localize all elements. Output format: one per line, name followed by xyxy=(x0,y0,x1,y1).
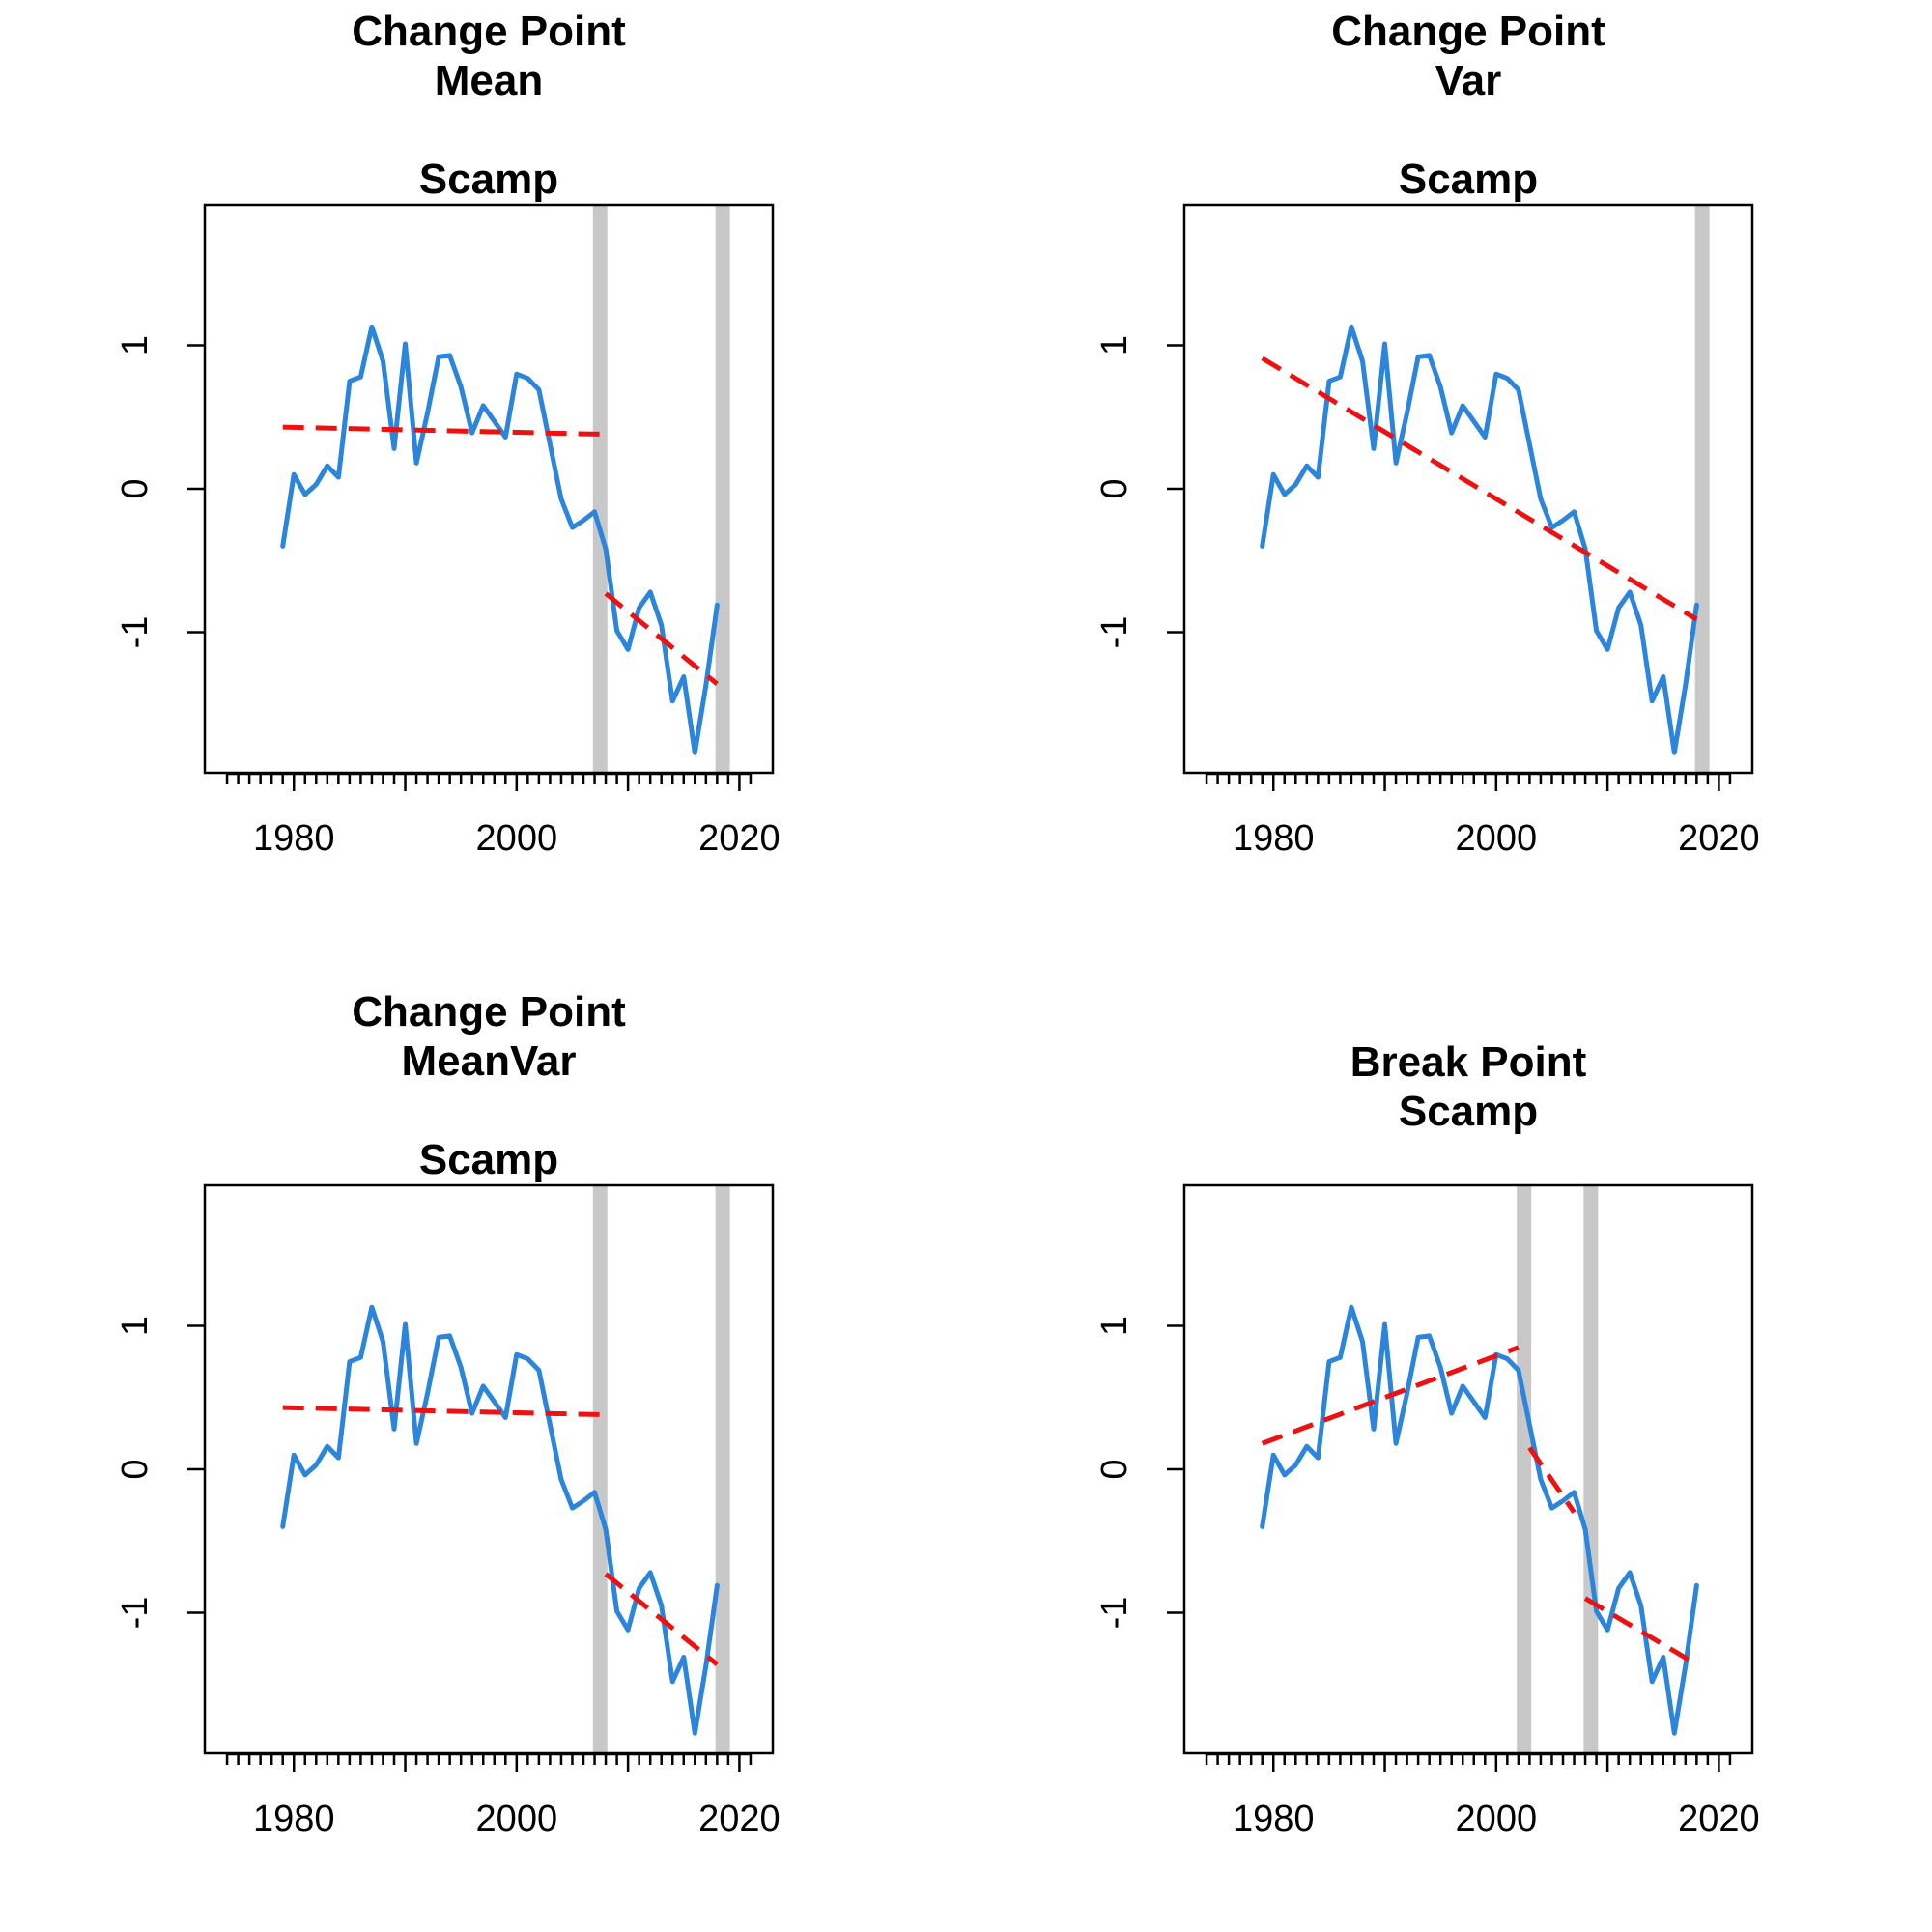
x-tick-label: 2000 xyxy=(1456,818,1538,859)
chart-title-line: Scamp xyxy=(419,156,558,203)
x-tick-label: 1980 xyxy=(1233,1799,1315,1839)
fit-segment xyxy=(604,591,719,686)
chart-title-line: Scamp xyxy=(1399,1088,1538,1135)
x-tick-label: 2000 xyxy=(476,1799,558,1839)
y-tick-label: 0 xyxy=(1094,1459,1135,1479)
fit-segment xyxy=(604,1572,719,1666)
y-tick-label: 1 xyxy=(115,1316,156,1336)
series-line xyxy=(1260,1304,1699,1736)
x-tick-label: 2020 xyxy=(1678,818,1760,859)
fit-segment xyxy=(282,1405,607,1418)
chart-title-line: Scamp xyxy=(1399,156,1538,203)
chart-title-line: MeanVar xyxy=(402,1037,577,1085)
chart-title-line: Change Point xyxy=(352,8,626,55)
y-tick-label: 0 xyxy=(1094,478,1135,498)
chart-title-line: Change Point xyxy=(1331,8,1605,55)
x-tick-label: 1980 xyxy=(253,1799,335,1839)
series-line xyxy=(280,324,720,755)
x-tick-label: 2000 xyxy=(1456,1799,1538,1839)
chart-title-line: Scamp xyxy=(419,1136,558,1183)
y-tick-label: -1 xyxy=(1094,1597,1135,1630)
chart-title-line: Change Point xyxy=(352,988,626,1036)
x-tick-label: 1980 xyxy=(253,818,335,859)
fit-segment xyxy=(1583,1596,1698,1667)
fit-segment xyxy=(1261,1345,1520,1446)
chart-title-line: Break Point xyxy=(1350,1038,1587,1086)
x-tick-label: 1980 xyxy=(1233,818,1315,859)
series-line xyxy=(280,1304,720,1736)
chart-title-line: Mean xyxy=(435,57,543,104)
fit-segment xyxy=(1527,1446,1577,1514)
y-tick-label: 1 xyxy=(1094,335,1135,355)
x-tick-label: 2020 xyxy=(1678,1799,1760,1839)
chart-title-line: Var xyxy=(1435,57,1502,104)
y-tick-label: -1 xyxy=(1094,616,1135,649)
x-tick-label: 2020 xyxy=(698,818,781,859)
fit-segment xyxy=(282,424,607,438)
y-tick-label: 1 xyxy=(115,335,156,355)
y-tick-label: 0 xyxy=(115,478,156,498)
x-tick-label: 2020 xyxy=(698,1799,781,1839)
y-tick-label: -1 xyxy=(115,1597,156,1630)
fit-segment xyxy=(1261,355,1698,622)
y-tick-label: 0 xyxy=(115,1459,156,1479)
series-line xyxy=(1260,324,1699,755)
y-tick-label: 1 xyxy=(1094,1316,1135,1336)
x-tick-label: 2000 xyxy=(476,818,558,859)
y-tick-label: -1 xyxy=(115,616,156,649)
